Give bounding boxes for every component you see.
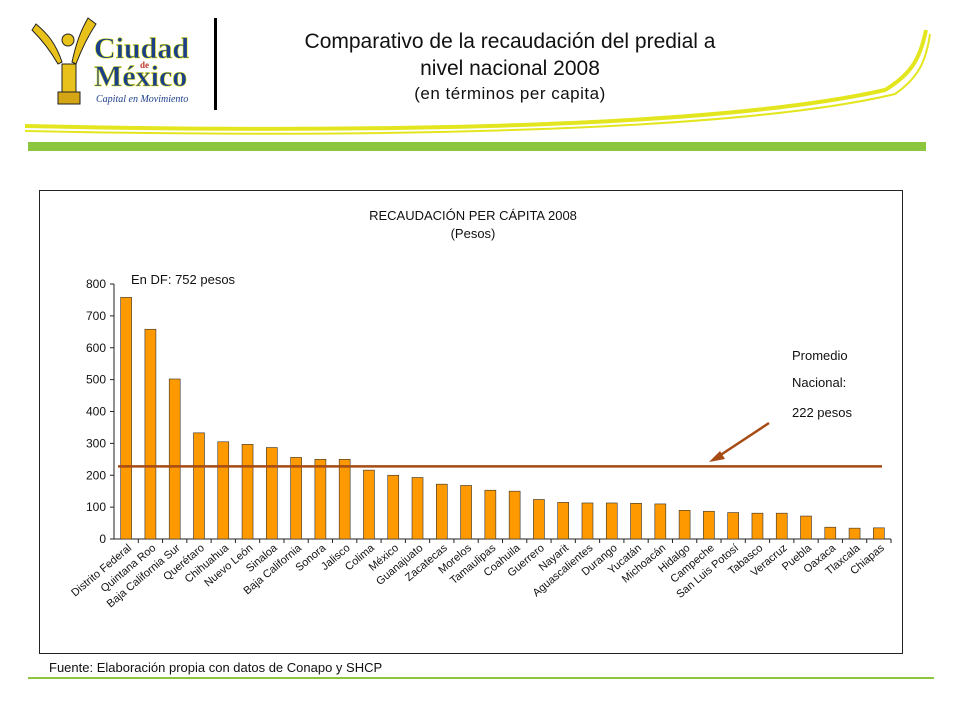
header-swoosh bbox=[24, 29, 931, 135]
bar bbox=[144, 328, 157, 540]
header-green-bar bbox=[28, 142, 926, 151]
average-arrow-shaft bbox=[715, 421, 770, 460]
y-tick-label: 600 bbox=[86, 341, 106, 355]
title-line-1: Comparativo de la recaudación del predia… bbox=[304, 30, 716, 53]
y-tick-label: 800 bbox=[86, 277, 106, 291]
bar bbox=[411, 477, 424, 540]
bar bbox=[654, 503, 667, 540]
logo-divider bbox=[214, 18, 217, 110]
bar bbox=[751, 512, 764, 540]
y-tick-label: 100 bbox=[86, 500, 106, 514]
title-line-2: nivel nacional 2008 bbox=[420, 57, 600, 80]
source-note: Fuente: Elaboración propia con datos de … bbox=[49, 660, 383, 675]
logo-name-de: de bbox=[140, 60, 149, 70]
y-tick-label: 300 bbox=[86, 436, 106, 450]
title-line-3: (en términos per capita) bbox=[414, 84, 606, 103]
chart-subtitle: (Pesos) bbox=[451, 226, 496, 241]
bar bbox=[703, 510, 715, 540]
bar bbox=[581, 502, 594, 540]
bar bbox=[848, 527, 861, 540]
bar bbox=[387, 474, 400, 540]
angel-icon bbox=[31, 17, 97, 105]
logo-name-line2: México bbox=[94, 60, 187, 93]
y-tick-label: 700 bbox=[86, 309, 106, 323]
bar bbox=[266, 447, 278, 540]
y-tick-label: 200 bbox=[86, 468, 106, 482]
bar bbox=[630, 502, 642, 540]
bar bbox=[557, 502, 570, 540]
bars bbox=[120, 297, 885, 540]
city-logo: Ciudad de México Capital en Movimiento bbox=[31, 17, 190, 105]
bar bbox=[484, 489, 497, 540]
bar bbox=[678, 510, 691, 540]
bar bbox=[800, 515, 812, 540]
y-tick-label: 400 bbox=[86, 405, 106, 419]
average-arrow-head bbox=[709, 451, 725, 462]
bar-chart: RECAUDACIÓN PER CÁPITA 2008 (Pesos) En D… bbox=[69, 208, 892, 610]
bar bbox=[290, 457, 302, 540]
bar bbox=[727, 512, 739, 540]
bar bbox=[193, 432, 205, 540]
average-label-line2: Nacional: bbox=[792, 375, 846, 390]
logo-tagline: Capital en Movimiento bbox=[96, 94, 188, 105]
bar bbox=[605, 502, 618, 540]
average-label-line1: Promedio bbox=[792, 348, 848, 363]
bar bbox=[873, 527, 885, 540]
page-title: Comparativo de la recaudación del predia… bbox=[250, 28, 770, 106]
df-annotation: En DF: 752 pesos bbox=[131, 272, 236, 287]
bar bbox=[508, 490, 521, 540]
bar bbox=[168, 378, 181, 540]
bar bbox=[314, 459, 327, 540]
bar bbox=[338, 459, 351, 540]
bar bbox=[120, 297, 132, 540]
bar bbox=[217, 441, 230, 540]
logo-name-line1: Ciudad bbox=[94, 32, 189, 65]
chart-frame: RECAUDACIÓN PER CÁPITA 2008 (Pesos) En D… bbox=[39, 190, 903, 654]
bar bbox=[363, 469, 375, 540]
footer-green-line bbox=[28, 677, 934, 679]
y-tick-label: 500 bbox=[86, 373, 106, 387]
y-tick-label: 0 bbox=[99, 532, 106, 546]
bar bbox=[460, 485, 472, 540]
average-arrow bbox=[709, 421, 770, 462]
chart-title: RECAUDACIÓN PER CÁPITA 2008 bbox=[369, 208, 577, 223]
bar bbox=[435, 483, 448, 540]
bar bbox=[533, 499, 545, 540]
bar bbox=[775, 512, 788, 540]
average-label-line3: 222 pesos bbox=[792, 405, 852, 420]
bar bbox=[241, 444, 254, 540]
bar bbox=[824, 526, 837, 540]
